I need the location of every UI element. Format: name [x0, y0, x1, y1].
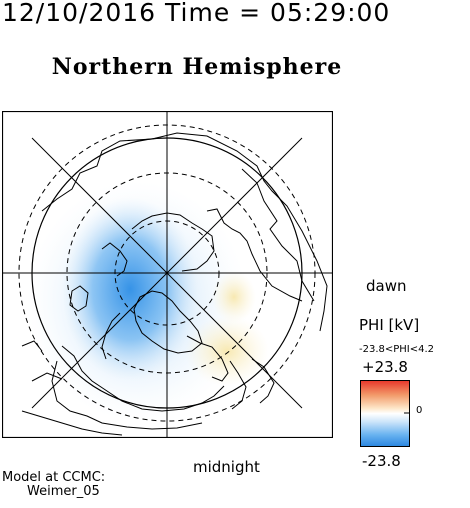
- model-name-label: Weimer_05: [27, 484, 100, 499]
- potential-cell-negative-core: [62, 197, 198, 381]
- potential-cell-positive-2: [212, 271, 256, 323]
- midnight-label: midnight: [193, 458, 260, 476]
- legend-range: -23.8<PHI<4.2: [359, 344, 435, 355]
- timestamp: 12/10/2016 Time = 05:29:00: [2, 0, 391, 27]
- meridian-grid: [2, 111, 333, 438]
- page-title: Northern Hemisphere: [51, 54, 343, 80]
- dawn-label: dawn: [366, 277, 407, 295]
- colorbar-gradient: [360, 380, 410, 447]
- polar-map: [2, 111, 333, 438]
- colorbar-zero-label: 0: [416, 405, 423, 416]
- model-source-label: Model at CCMC:: [2, 470, 106, 485]
- colorbar-max-label: +23.8: [362, 358, 408, 376]
- potential-cell-positive: [185, 316, 269, 386]
- map-frame: [2, 111, 333, 438]
- colorbar-min-label: -23.8: [362, 452, 401, 470]
- legend-quantity: PHI [kV]: [359, 316, 420, 334]
- colorbar: [360, 380, 410, 447]
